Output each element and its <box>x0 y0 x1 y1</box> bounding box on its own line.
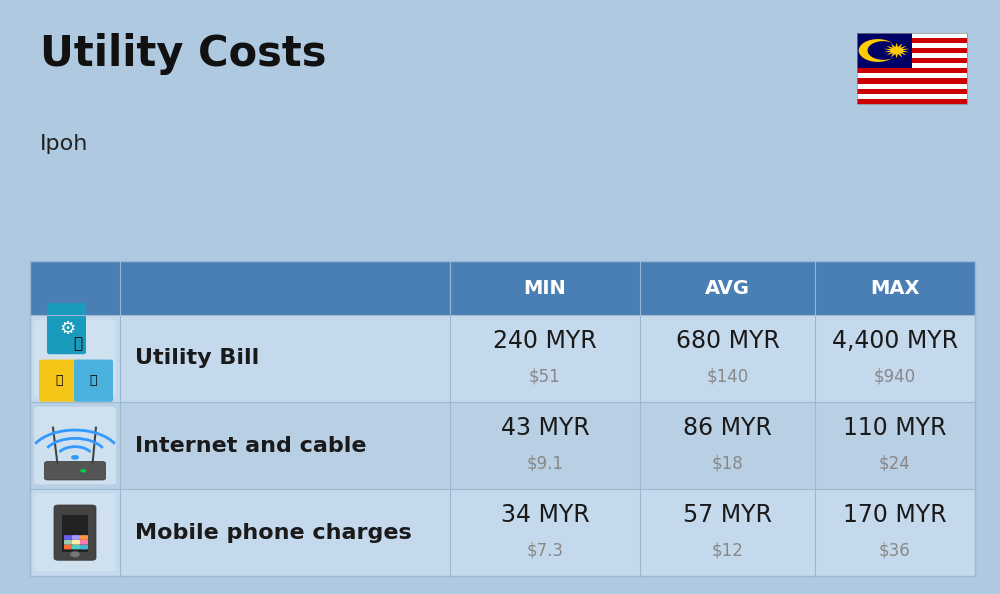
Circle shape <box>868 41 899 60</box>
FancyBboxPatch shape <box>857 43 967 48</box>
FancyBboxPatch shape <box>857 33 967 38</box>
FancyBboxPatch shape <box>857 74 967 78</box>
Text: $24: $24 <box>879 454 911 472</box>
FancyBboxPatch shape <box>64 535 72 540</box>
Text: Ipoh: Ipoh <box>40 134 88 154</box>
FancyBboxPatch shape <box>44 462 106 480</box>
Text: 680 MYR: 680 MYR <box>676 328 779 353</box>
Text: Mobile phone charges: Mobile phone charges <box>135 523 412 543</box>
FancyBboxPatch shape <box>857 58 967 63</box>
Text: 4,400 MYR: 4,400 MYR <box>832 328 958 353</box>
Text: Internet and cable: Internet and cable <box>135 435 366 456</box>
FancyBboxPatch shape <box>857 33 912 68</box>
Text: $51: $51 <box>529 367 561 385</box>
FancyBboxPatch shape <box>857 99 967 104</box>
FancyBboxPatch shape <box>80 540 88 545</box>
FancyBboxPatch shape <box>34 320 116 397</box>
FancyBboxPatch shape <box>74 359 113 402</box>
Text: ⚙: ⚙ <box>59 320 75 337</box>
Text: 🔌: 🔌 <box>55 374 63 387</box>
FancyBboxPatch shape <box>64 540 72 545</box>
Text: 57 MYR: 57 MYR <box>683 503 772 527</box>
FancyBboxPatch shape <box>72 535 80 540</box>
FancyBboxPatch shape <box>857 48 967 53</box>
FancyBboxPatch shape <box>62 516 88 552</box>
FancyBboxPatch shape <box>30 315 975 402</box>
Text: AVG: AVG <box>705 279 750 298</box>
Circle shape <box>71 455 79 460</box>
FancyBboxPatch shape <box>857 78 967 84</box>
Text: Utility Costs: Utility Costs <box>40 33 326 75</box>
Text: $36: $36 <box>879 542 911 560</box>
Text: $18: $18 <box>712 454 743 472</box>
FancyBboxPatch shape <box>80 545 88 549</box>
FancyBboxPatch shape <box>47 303 86 354</box>
Text: 170 MYR: 170 MYR <box>843 503 947 527</box>
Text: 34 MYR: 34 MYR <box>501 503 589 527</box>
FancyBboxPatch shape <box>857 63 967 68</box>
Text: $12: $12 <box>712 542 743 560</box>
Text: $140: $140 <box>706 367 749 385</box>
FancyBboxPatch shape <box>72 540 80 545</box>
Circle shape <box>859 39 897 62</box>
Polygon shape <box>884 43 909 58</box>
Text: 240 MYR: 240 MYR <box>493 328 597 353</box>
Text: 🧑: 🧑 <box>73 336 83 351</box>
FancyBboxPatch shape <box>857 94 967 99</box>
FancyBboxPatch shape <box>39 359 78 402</box>
Text: 🚿: 🚿 <box>89 374 97 387</box>
FancyBboxPatch shape <box>72 545 80 549</box>
Text: 86 MYR: 86 MYR <box>683 416 772 440</box>
FancyBboxPatch shape <box>857 68 967 74</box>
FancyBboxPatch shape <box>857 84 967 89</box>
Text: $7.3: $7.3 <box>526 542 564 560</box>
FancyBboxPatch shape <box>54 505 96 560</box>
Text: $940: $940 <box>874 367 916 385</box>
Text: 110 MYR: 110 MYR <box>843 416 947 440</box>
FancyBboxPatch shape <box>80 535 88 540</box>
Text: MAX: MAX <box>870 279 920 298</box>
Circle shape <box>80 469 86 473</box>
FancyBboxPatch shape <box>64 545 72 549</box>
FancyBboxPatch shape <box>30 402 975 489</box>
FancyBboxPatch shape <box>857 38 967 43</box>
Text: MIN: MIN <box>524 279 566 298</box>
FancyBboxPatch shape <box>30 489 975 576</box>
FancyBboxPatch shape <box>34 407 116 484</box>
FancyBboxPatch shape <box>857 53 967 58</box>
FancyBboxPatch shape <box>34 494 116 571</box>
Circle shape <box>70 551 80 557</box>
FancyBboxPatch shape <box>857 89 967 94</box>
FancyBboxPatch shape <box>30 261 975 315</box>
Text: $9.1: $9.1 <box>526 454 564 472</box>
Text: 43 MYR: 43 MYR <box>501 416 589 440</box>
Text: Utility Bill: Utility Bill <box>135 348 259 368</box>
